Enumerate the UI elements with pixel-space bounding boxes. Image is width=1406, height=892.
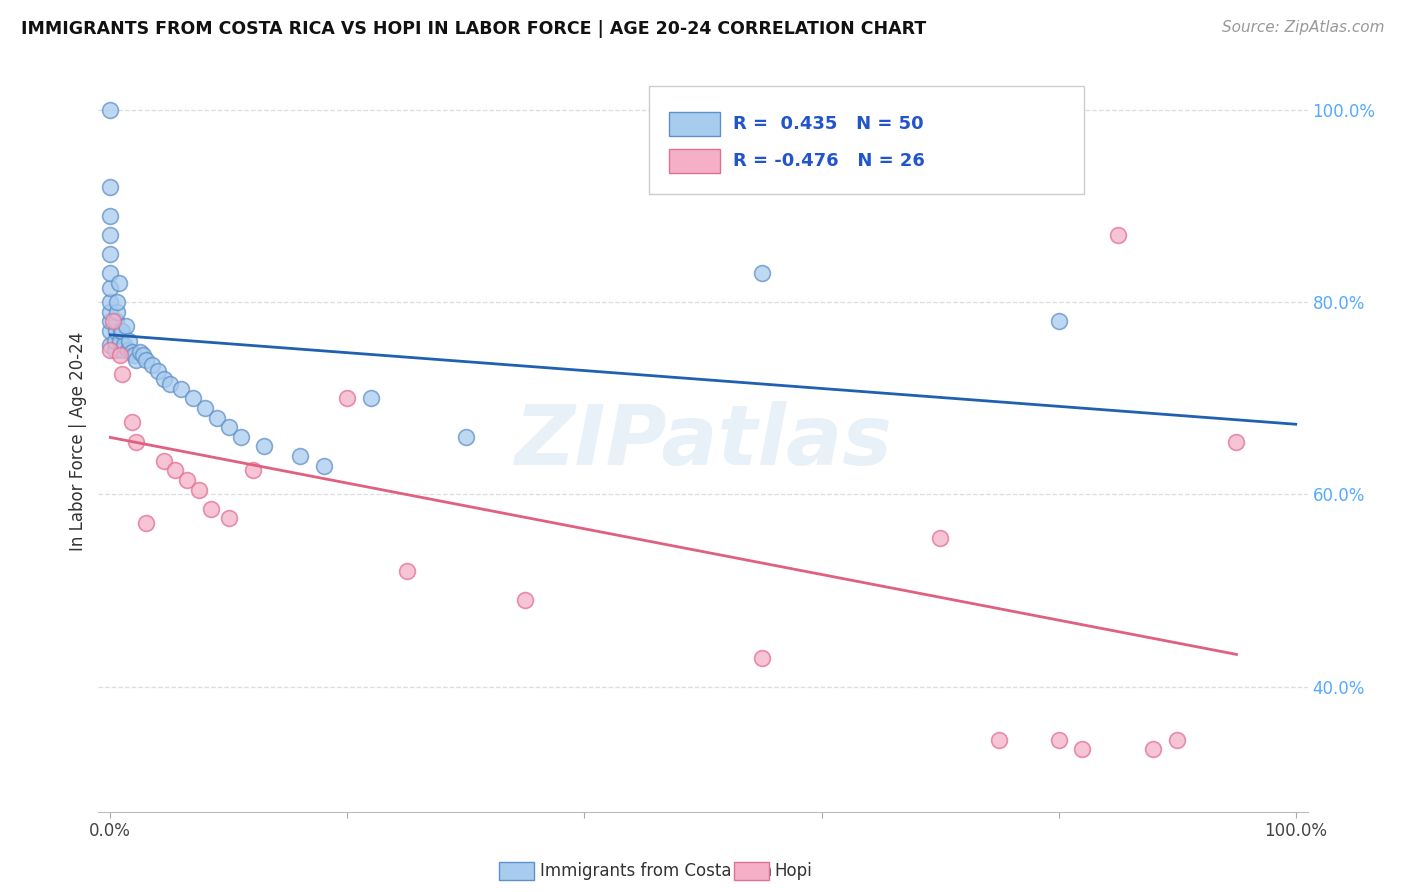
- Point: [111, 324, 134, 338]
- Point: [98, 343, 121, 358]
- Point: [121, 415, 143, 429]
- Point: [111, 368, 134, 382]
- Point: [159, 376, 181, 391]
- Point: [229, 430, 252, 444]
- Point: [751, 266, 773, 280]
- Point: [105, 314, 128, 328]
- Text: Hopi: Hopi: [775, 862, 813, 880]
- Point: [125, 434, 148, 449]
- Point: [98, 209, 121, 223]
- FancyBboxPatch shape: [669, 149, 720, 173]
- Text: Immigrants from Costa Rica: Immigrants from Costa Rica: [540, 862, 772, 880]
- Point: [98, 247, 121, 261]
- Point: [988, 732, 1011, 747]
- Point: [135, 352, 157, 367]
- Point: [98, 295, 121, 310]
- Point: [98, 304, 121, 318]
- Point: [929, 531, 952, 545]
- Point: [108, 348, 131, 362]
- Point: [98, 338, 121, 352]
- Point: [107, 276, 129, 290]
- Point: [242, 463, 264, 477]
- Point: [132, 348, 155, 362]
- Point: [205, 410, 228, 425]
- Point: [1225, 434, 1247, 449]
- Point: [165, 463, 187, 477]
- Point: [98, 103, 121, 117]
- Point: [98, 266, 121, 280]
- Text: R =  0.435   N = 50: R = 0.435 N = 50: [734, 115, 924, 133]
- Point: [454, 430, 477, 444]
- Point: [110, 324, 132, 338]
- Text: IMMIGRANTS FROM COSTA RICA VS HOPI IN LABOR FORCE | AGE 20-24 CORRELATION CHART: IMMIGRANTS FROM COSTA RICA VS HOPI IN LA…: [21, 20, 927, 37]
- Point: [200, 501, 222, 516]
- Point: [312, 458, 335, 473]
- Point: [360, 391, 382, 405]
- Point: [105, 324, 128, 338]
- Point: [1107, 227, 1129, 242]
- Text: Source: ZipAtlas.com: Source: ZipAtlas.com: [1222, 20, 1385, 35]
- Point: [111, 343, 134, 358]
- Point: [98, 179, 121, 194]
- Point: [108, 334, 131, 348]
- Point: [105, 304, 128, 318]
- Point: [101, 314, 124, 328]
- Point: [141, 358, 163, 372]
- Point: [751, 651, 773, 665]
- Point: [117, 343, 139, 358]
- Point: [181, 391, 204, 405]
- Point: [1047, 732, 1070, 747]
- Point: [105, 295, 128, 310]
- Point: [395, 565, 418, 579]
- Point: [122, 348, 145, 362]
- Point: [129, 345, 152, 359]
- Point: [98, 281, 121, 295]
- Point: [194, 401, 217, 415]
- Point: [104, 334, 127, 348]
- Point: [152, 454, 174, 468]
- Point: [1142, 742, 1164, 756]
- Point: [98, 227, 121, 242]
- Point: [114, 338, 136, 352]
- Point: [152, 372, 174, 386]
- Point: [98, 314, 121, 328]
- Point: [125, 352, 148, 367]
- Point: [114, 319, 136, 334]
- FancyBboxPatch shape: [669, 112, 720, 136]
- Point: [176, 473, 198, 487]
- Point: [515, 593, 537, 607]
- FancyBboxPatch shape: [648, 87, 1084, 194]
- Point: [1166, 732, 1188, 747]
- Point: [218, 420, 240, 434]
- Text: R = -0.476   N = 26: R = -0.476 N = 26: [734, 152, 925, 170]
- Point: [336, 391, 359, 405]
- Point: [188, 483, 211, 497]
- Point: [121, 345, 143, 359]
- Text: ZIPatlas: ZIPatlas: [515, 401, 891, 482]
- Point: [1071, 742, 1094, 756]
- Point: [218, 511, 240, 525]
- Point: [288, 449, 311, 463]
- Point: [118, 334, 141, 348]
- Point: [146, 364, 169, 378]
- Point: [170, 382, 193, 396]
- Point: [135, 516, 157, 531]
- Point: [253, 439, 276, 453]
- Point: [98, 324, 121, 338]
- Point: [1047, 314, 1070, 328]
- Point: [104, 343, 127, 358]
- Y-axis label: In Labor Force | Age 20-24: In Labor Force | Age 20-24: [69, 332, 87, 551]
